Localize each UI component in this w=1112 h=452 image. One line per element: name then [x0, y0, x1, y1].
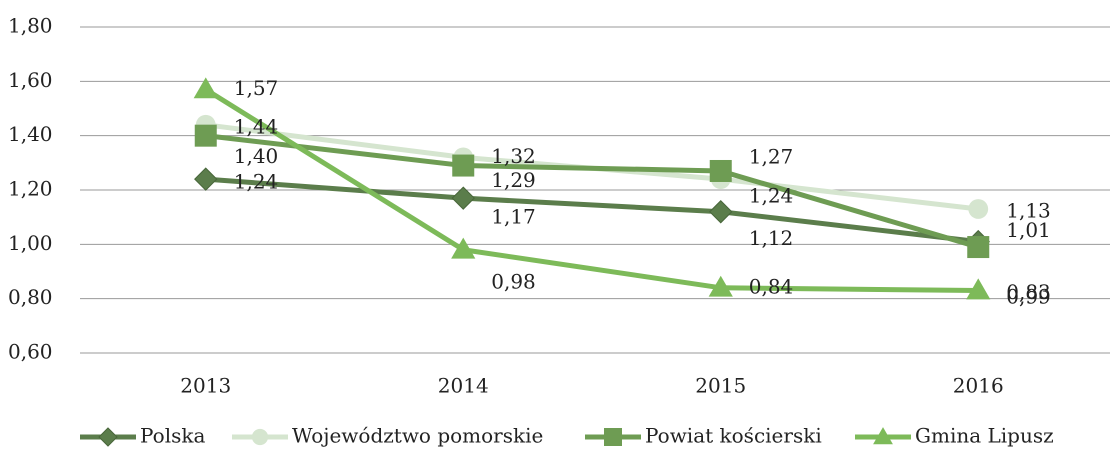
y-tick-label: 1,20 [8, 177, 53, 201]
marker [251, 428, 269, 446]
series-line [204, 87, 979, 294]
marker [451, 237, 476, 259]
marker [451, 186, 475, 210]
data-label: 0,84 [749, 274, 794, 298]
marker [966, 278, 991, 300]
data-label: 0,98 [491, 269, 536, 293]
marker [452, 154, 475, 177]
legend-label: Gmina Lipusz [915, 424, 1054, 448]
y-tick-label: 0,60 [8, 340, 53, 364]
y-tick-label: 1,60 [8, 68, 53, 92]
series-line [205, 133, 979, 250]
data-label: 1,27 [749, 144, 794, 168]
marker [604, 428, 622, 446]
marker [709, 159, 732, 182]
x-tick-label: 2013 [180, 374, 231, 398]
y-tick-label: 1,80 [8, 14, 53, 38]
data-label: 1,17 [491, 205, 536, 229]
data-label: 1,57 [234, 76, 279, 100]
marker [194, 167, 218, 191]
marker [98, 427, 118, 447]
marker [193, 77, 218, 99]
data-label: 1,24 [234, 170, 279, 194]
legend-label: Polska [140, 424, 205, 448]
data-label: 1,32 [491, 144, 536, 168]
x-tick-label: 2014 [438, 374, 489, 398]
data-label: 1,44 [234, 114, 279, 138]
marker [194, 124, 217, 147]
marker [708, 275, 733, 297]
series-line [205, 176, 979, 245]
data-label: 1,01 [1006, 218, 1051, 242]
x-tick-label: 2016 [953, 374, 1004, 398]
data-label: 1,40 [234, 144, 279, 168]
data-label: 0,99 [1006, 285, 1051, 309]
y-tick-label: 1,40 [8, 122, 53, 146]
data-label: 1,13 [1006, 199, 1051, 223]
legend-label: Powiat kościerski [645, 424, 822, 448]
marker [709, 200, 733, 224]
marker [873, 427, 893, 445]
marker [967, 236, 990, 259]
data-label: 1,12 [749, 226, 794, 250]
data-label: 1,29 [491, 168, 536, 192]
legend-label: Województwo pomorskie [292, 424, 543, 448]
data-label: 1,24 [749, 184, 794, 208]
y-tick-label: 0,80 [8, 285, 53, 309]
y-tick-label: 1,00 [8, 231, 53, 255]
data-label: 0,83 [1006, 280, 1051, 304]
marker [968, 199, 989, 219]
x-tick-label: 2015 [695, 374, 746, 398]
